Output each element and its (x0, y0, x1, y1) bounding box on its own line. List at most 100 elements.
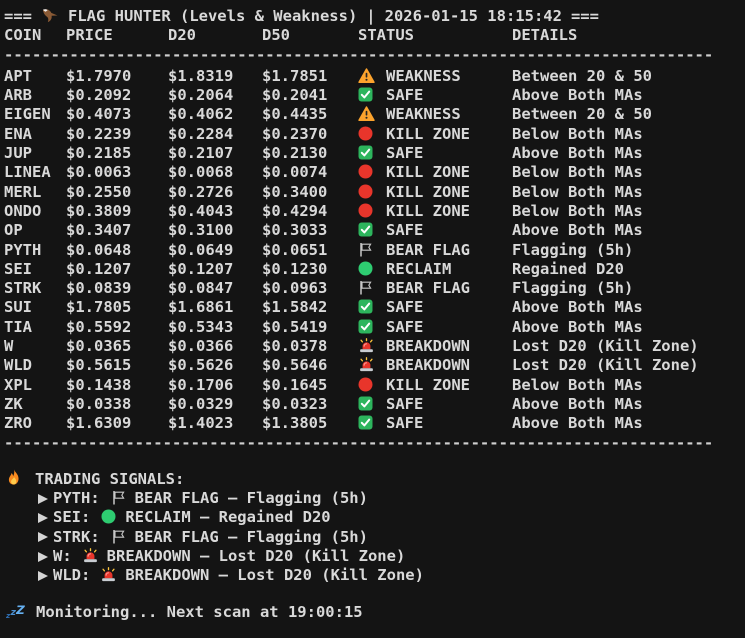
kill-zone-icon (358, 125, 375, 144)
status-cell: SAFE (358, 86, 423, 105)
status-label: BEAR FLAG (386, 279, 470, 298)
status-label: KILL ZONE (386, 163, 470, 182)
breakdown-icon (358, 337, 375, 356)
d20-cell: $0.5626 (168, 356, 234, 375)
price-cell: $0.0839 (66, 279, 132, 298)
kill-zone-icon (358, 163, 375, 182)
status-cell: BEAR FLAG (358, 241, 470, 260)
d20-cell: $0.1706 (168, 375, 234, 394)
details-cell: Above Both MAs (512, 221, 643, 240)
details-cell: Below Both MAs (512, 375, 643, 394)
signal-text: RECLAIM – Regained D20 (125, 508, 331, 527)
page-title: FLAG HUNTER (Levels & Weakness) (68, 7, 358, 25)
signal-item: STRK: BEAR FLAG – Flagging (5h) (4, 528, 745, 547)
status-cell: BREAKDOWN (358, 337, 470, 356)
status-cell: RECLAIM (358, 260, 451, 279)
d50-cell: $0.3033 (262, 221, 328, 240)
signals-list: PYTH: BEAR FLAG – Flagging (5h) SEI: RECLAI… (4, 489, 745, 585)
price-cell: $0.2185 (66, 144, 132, 163)
title-suffix: === (570, 7, 599, 25)
coin-cell: W (4, 337, 14, 356)
d20-cell: $0.1207 (168, 259, 234, 278)
check-icon (358, 298, 375, 317)
d50-cell: $0.4435 (262, 105, 328, 124)
table-row: LINEA $0.0063 $0.0068 $0.0074 KILL ZONE Below… (4, 163, 745, 182)
status-label: RECLAIM (386, 259, 452, 278)
d20-cell: $1.6861 (168, 298, 234, 317)
status-label: KILL ZONE (386, 201, 470, 220)
table-row: ZRO $1.6309 $1.4023 $1.3805 SAFE Above Both M… (4, 414, 745, 433)
table-row: ARB $0.2092 $0.2064 $0.2041 SAFE Above Both M… (4, 86, 745, 105)
bear-flag-icon (110, 489, 127, 508)
status-label: SAFE (386, 86, 424, 105)
svg-text:z: z (6, 610, 11, 618)
details-cell: Below Both MAs (512, 124, 643, 143)
warning-icon (358, 105, 375, 124)
check-icon (358, 395, 375, 414)
details-cell: Between 20 & 50 (512, 105, 652, 124)
table-row: ONDO $0.3809 $0.4043 $0.4294 KILL ZONE Below … (4, 202, 745, 221)
check-icon (358, 221, 375, 240)
d50-cell: $1.7851 (262, 66, 328, 85)
price-cell: $0.4073 (66, 105, 132, 124)
breakdown-icon (82, 547, 99, 566)
status-label: BEAR FLAG (386, 240, 470, 259)
coin-cell: WLD (4, 356, 32, 375)
d50-cell: $0.0963 (262, 279, 328, 298)
coin-table: APT $1.7970 $1.8319 $1.7851 WEAKNESS Between … (4, 67, 745, 434)
kill-zone-icon (358, 183, 375, 202)
details-cell: Below Both MAs (512, 182, 643, 201)
details-cell: Lost D20 (Kill Zone) (512, 356, 699, 375)
coin-cell: LINEA (4, 163, 51, 182)
breakdown-icon (358, 356, 375, 375)
details-cell: Above Both MAs (512, 414, 643, 433)
d50-cell: $0.3400 (262, 182, 328, 201)
d20-cell: $0.0329 (168, 394, 234, 413)
blank-line (4, 586, 745, 603)
d50-cell: $0.2370 (262, 124, 328, 143)
status-cell: BREAKDOWN (358, 356, 470, 375)
check-icon (358, 86, 375, 105)
signal-coin-label: STRK: (53, 527, 100, 546)
coin-cell: ZK (4, 394, 23, 413)
signal-coin-label: WLD: (53, 566, 91, 585)
status-cell: SAFE (358, 298, 423, 317)
status-cell: WEAKNESS (358, 67, 461, 86)
d20-cell: $0.0649 (168, 240, 234, 259)
status-cell: KILL ZONE (358, 202, 470, 221)
status-cell: KILL ZONE (358, 125, 470, 144)
table-row: SEI $0.1207 $0.1207 $0.1230 RECLAIM Regained … (4, 260, 745, 279)
price-cell: $0.3407 (66, 221, 132, 240)
fire-icon (7, 469, 21, 489)
details-cell: Regained D20 (512, 259, 624, 278)
status-label: SAFE (386, 414, 424, 433)
signal-item: WLD: BREAKDOWN – Lost D20 (Kill Zone) (4, 566, 745, 585)
d20-cell: $0.0366 (168, 337, 234, 356)
d20-cell: $0.3100 (168, 221, 234, 240)
table-row: W $0.0365 $0.0366 $0.0378 BREAKDOWN Lost D20 … (4, 337, 745, 356)
status-label: SAFE (386, 298, 424, 317)
status-label: WEAKNESS (386, 66, 461, 85)
details-cell: Above Both MAs (512, 317, 643, 336)
table-row: MERL $0.2550 $0.2726 $0.3400 KILL ZONE Below … (4, 183, 745, 202)
details-cell: Below Both MAs (512, 163, 643, 182)
status-cell: SAFE (358, 414, 423, 433)
status-cell: KILL ZONE (358, 183, 470, 202)
arrow-icon (37, 512, 49, 524)
arrow-icon (37, 570, 49, 582)
d50-cell: $1.3805 (262, 414, 328, 433)
d20-cell: $0.4043 (168, 201, 234, 220)
signal-coin-label: SEI: (53, 508, 91, 527)
title-bar: === FLAG HUNTER (Levels & Weakness) | 20… (4, 7, 745, 26)
price-cell: $0.2092 (66, 86, 132, 105)
table-row: SUI $1.7805 $1.6861 $1.5842 SAFE Above Both M… (4, 298, 745, 317)
price-cell: $0.5592 (66, 317, 132, 336)
coin-cell: SUI (4, 298, 32, 317)
price-cell: $0.0648 (66, 240, 132, 259)
d50-cell: $0.0323 (262, 394, 328, 413)
coin-cell: JUP (4, 144, 32, 163)
details-cell: Flagging (5h) (512, 279, 634, 298)
separator-line: ----------------------------------------… (4, 45, 714, 64)
